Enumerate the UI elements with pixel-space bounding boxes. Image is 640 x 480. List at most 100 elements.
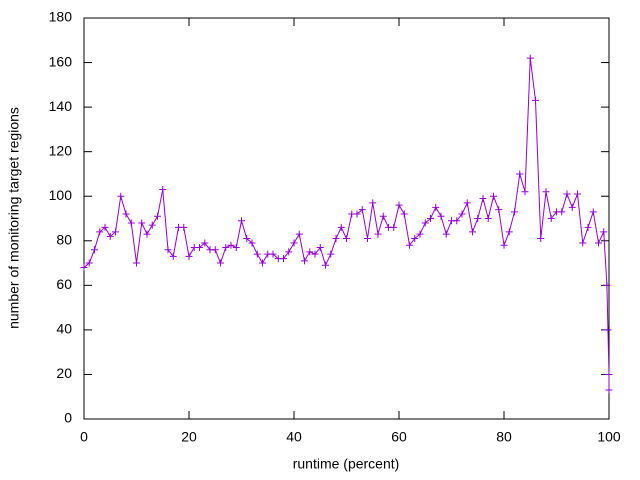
point-marker — [484, 215, 492, 222]
point-marker — [516, 170, 524, 178]
y-tick-label: 140 — [49, 98, 73, 114]
point-marker — [474, 215, 482, 222]
point-marker — [353, 210, 361, 218]
point-marker — [511, 208, 518, 216]
point-marker — [164, 246, 172, 254]
point-marker — [143, 230, 151, 238]
point-marker — [458, 210, 466, 218]
point-marker — [243, 235, 251, 243]
point-marker — [453, 217, 461, 225]
point-marker — [364, 235, 371, 243]
point-marker — [463, 199, 471, 207]
point-marker — [369, 199, 377, 207]
point-marker — [537, 235, 545, 243]
x-tick-label: 60 — [391, 429, 407, 445]
y-tick-label: 0 — [64, 410, 72, 426]
point-marker — [563, 190, 571, 198]
x-tick-label: 40 — [286, 429, 302, 445]
point-marker — [222, 243, 230, 251]
point-marker — [301, 257, 308, 265]
point-marker — [196, 243, 203, 251]
point-marker — [432, 203, 440, 211]
point-marker — [180, 223, 188, 231]
point-marker — [395, 201, 403, 209]
y-tick-label: 160 — [49, 53, 73, 69]
point-marker — [148, 221, 156, 229]
y-tick-label: 60 — [56, 276, 72, 292]
point-marker — [521, 188, 529, 196]
point-marker — [259, 259, 266, 267]
point-marker — [479, 194, 487, 202]
y-tick-label: 80 — [56, 231, 72, 247]
point-marker — [106, 232, 114, 240]
point-marker — [532, 96, 539, 104]
point-marker — [526, 54, 534, 62]
point-marker — [604, 326, 612, 334]
point-marker — [416, 230, 424, 238]
y-tick-label: 40 — [56, 321, 72, 337]
point-marker — [558, 208, 566, 216]
point-marker — [280, 255, 287, 263]
point-marker — [238, 217, 245, 225]
y-tick-label: 20 — [56, 365, 72, 381]
point-marker — [133, 259, 140, 267]
point-marker — [101, 223, 109, 231]
point-marker — [169, 252, 177, 260]
point-marker — [96, 228, 104, 236]
point-marker — [138, 219, 146, 227]
point-marker — [574, 190, 581, 198]
point-marker — [427, 215, 434, 222]
point-marker — [201, 239, 209, 247]
point-marker — [358, 206, 366, 214]
point-marker — [332, 235, 340, 243]
point-marker — [316, 243, 324, 251]
point-marker — [337, 223, 345, 231]
point-marker — [80, 264, 88, 272]
point-marker — [154, 212, 161, 220]
point-marker — [437, 212, 445, 220]
point-marker — [253, 250, 261, 258]
point-marker — [505, 228, 513, 236]
point-marker — [595, 239, 602, 247]
point-marker — [112, 228, 119, 236]
point-marker — [211, 246, 219, 254]
point-marker — [295, 230, 303, 238]
y-tick-label: 180 — [49, 9, 73, 25]
point-marker — [343, 235, 350, 243]
point-marker — [85, 259, 93, 267]
point-marker — [390, 223, 398, 231]
plot-frame — [83, 17, 610, 420]
x-axis-label: runtime (percent) — [293, 456, 400, 472]
point-marker — [421, 219, 429, 227]
point-marker — [600, 228, 608, 236]
point-marker — [227, 241, 235, 249]
point-marker — [322, 261, 329, 269]
point-marker — [127, 219, 135, 227]
x-tick-label: 80 — [496, 429, 512, 445]
x-tick-label: 100 — [597, 429, 621, 445]
point-marker — [605, 370, 613, 378]
point-marker — [311, 250, 319, 258]
point-marker — [269, 250, 277, 258]
point-marker — [122, 210, 130, 218]
point-marker — [490, 192, 497, 200]
y-axis-label: number of monitoring target regions — [6, 107, 22, 329]
point-marker — [547, 215, 555, 222]
point-marker — [442, 230, 450, 238]
point-marker — [285, 248, 293, 256]
point-marker — [568, 203, 576, 211]
point-marker — [495, 206, 503, 214]
point-marker — [159, 186, 167, 194]
point-marker — [379, 212, 387, 220]
x-tick-label: 0 — [80, 429, 88, 445]
point-marker — [579, 239, 587, 247]
point-marker — [248, 239, 256, 247]
y-tick-label: 100 — [49, 187, 73, 203]
x-tick-label: 20 — [181, 429, 197, 445]
point-marker — [91, 246, 98, 254]
point-marker — [411, 235, 419, 243]
point-marker — [589, 208, 597, 216]
point-marker — [605, 386, 613, 394]
point-marker — [406, 241, 413, 249]
